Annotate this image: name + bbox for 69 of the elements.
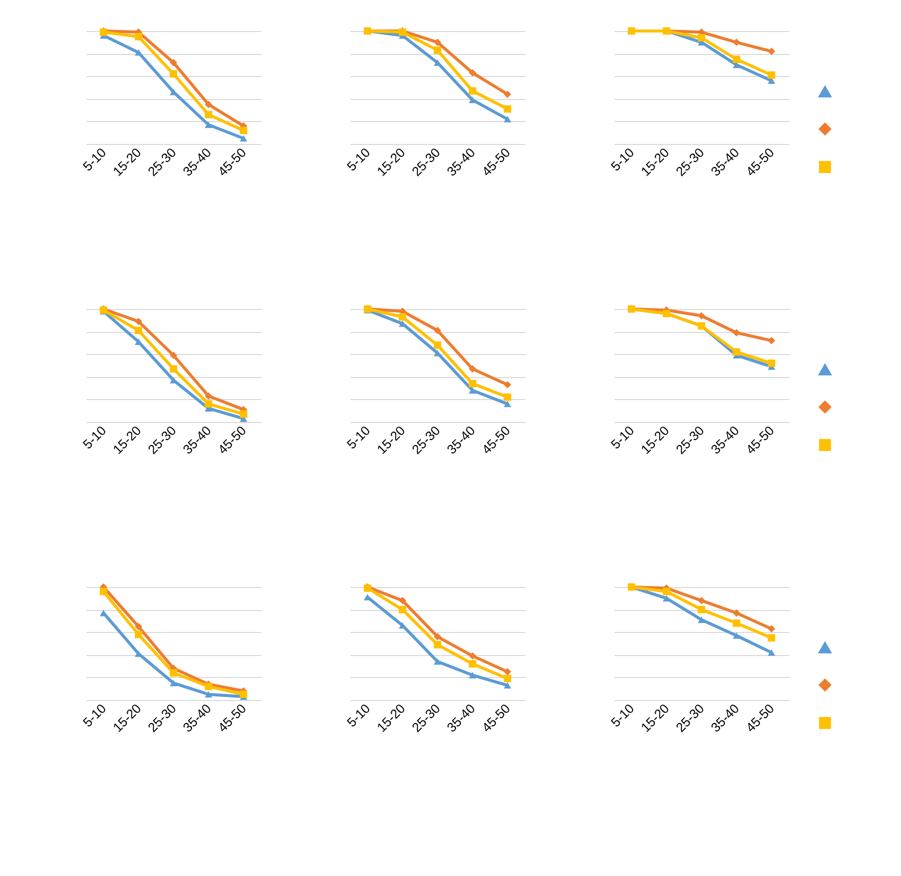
point [204, 110, 212, 118]
point [504, 116, 512, 122]
point [732, 632, 740, 639]
point [768, 48, 776, 56]
point [398, 313, 406, 321]
point [204, 682, 212, 690]
x-tick-label: 5-10 [608, 700, 637, 730]
point [434, 658, 442, 665]
point [134, 32, 142, 40]
point [170, 669, 178, 677]
point [698, 616, 706, 623]
point [240, 690, 248, 698]
point [768, 634, 776, 642]
point [768, 78, 776, 84]
point [204, 691, 212, 698]
point [240, 410, 248, 418]
point [204, 122, 212, 128]
x-tick-label: 5-10 [608, 422, 637, 452]
point [434, 46, 442, 54]
point [504, 400, 512, 408]
point [698, 606, 706, 614]
point [398, 596, 406, 604]
point [468, 380, 476, 388]
point [732, 56, 740, 63]
point [468, 387, 476, 394]
point [434, 326, 442, 334]
point [170, 680, 178, 686]
point [240, 126, 248, 134]
point [768, 336, 776, 344]
x-tick-label: 5-10 [344, 700, 373, 730]
x-tick-label: 5-10 [80, 700, 109, 730]
point [504, 682, 512, 689]
point [134, 622, 142, 630]
x-tick-label: 5-10 [80, 422, 109, 452]
point [768, 649, 776, 656]
point [468, 87, 476, 95]
point [468, 96, 476, 104]
point [398, 606, 406, 614]
x-tick-label: 5-10 [344, 144, 373, 174]
point [434, 341, 442, 349]
point [698, 34, 706, 42]
point [732, 62, 740, 68]
x-tick-label: 5-10 [344, 422, 373, 452]
point [504, 393, 512, 401]
point [170, 70, 178, 78]
point [504, 381, 512, 388]
point [170, 58, 178, 66]
point [204, 392, 212, 400]
point [468, 652, 476, 660]
point [204, 100, 212, 108]
point [732, 38, 740, 46]
point [240, 135, 248, 142]
point [468, 365, 476, 373]
x-tick-label: 5-10 [80, 144, 109, 174]
point [768, 71, 776, 79]
point [732, 619, 740, 627]
point [698, 596, 706, 604]
point [204, 400, 212, 408]
point [768, 625, 776, 633]
point [434, 640, 442, 648]
point [170, 352, 178, 360]
point [468, 672, 476, 678]
x-tick-label: 5-10 [608, 144, 637, 174]
point [732, 609, 740, 617]
point [170, 365, 178, 373]
point [134, 318, 142, 326]
point [434, 38, 442, 46]
point [468, 660, 476, 668]
point [468, 69, 476, 77]
